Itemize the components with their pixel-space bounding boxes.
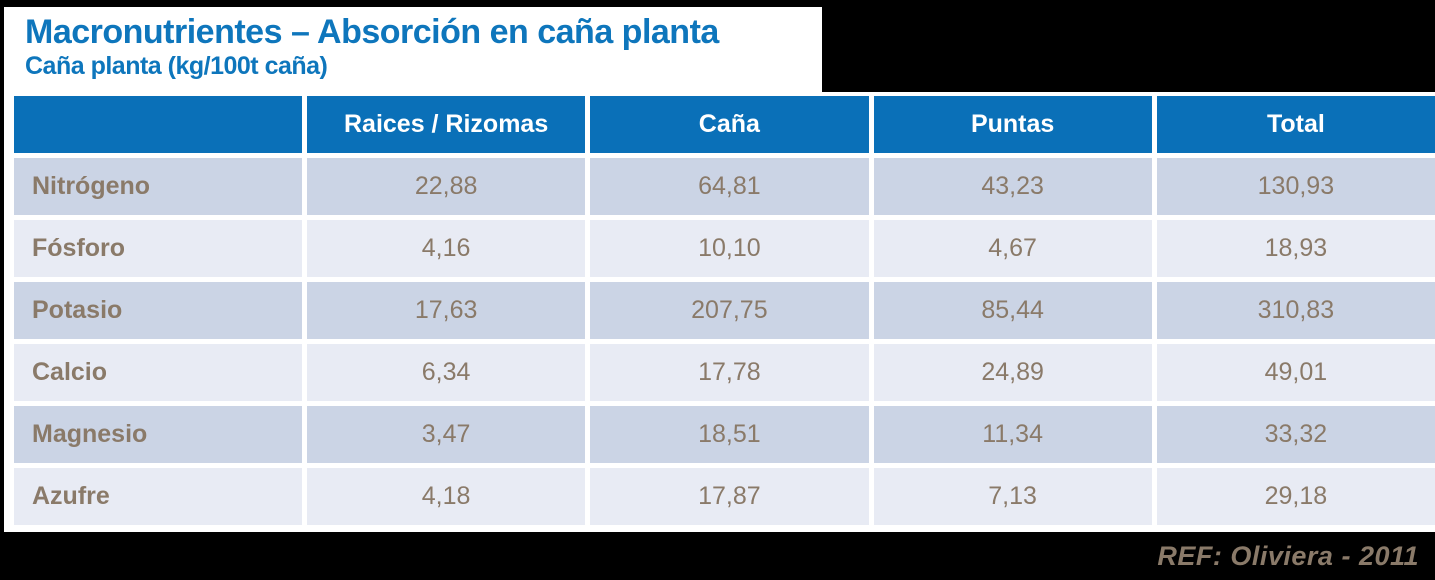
cell-value: 17,63 — [307, 282, 586, 339]
cell-value: 7,13 — [873, 468, 1152, 525]
cell-value: 33,32 — [1156, 406, 1435, 463]
cell-value: 310,83 — [1156, 282, 1435, 339]
cell-value: 24,89 — [873, 344, 1152, 401]
cell-value: 11,34 — [873, 406, 1152, 463]
cell-value: 4,18 — [307, 468, 586, 525]
nutrient-table: Raices / Rizomas Caña Puntas Total Nitró… — [14, 96, 1435, 525]
cell-value: 4,67 — [873, 220, 1152, 277]
cell-value: 17,78 — [590, 344, 869, 401]
column-header-cana: Caña — [590, 96, 869, 153]
cell-value: 29,18 — [1156, 468, 1435, 525]
row-label-calcio: Calcio — [14, 344, 302, 401]
cell-value: 207,75 — [590, 282, 869, 339]
footer-bar: REF: Oliviera - 2011 — [0, 532, 1435, 580]
column-header-blank — [14, 96, 302, 153]
cell-value: 43,23 — [873, 158, 1152, 215]
page-title: Macronutrientes – Absorción en caña plan… — [25, 13, 719, 51]
cell-value: 18,51 — [590, 406, 869, 463]
row-label-magnesio: Magnesio — [14, 406, 302, 463]
row-label-fosforo: Fósforo — [14, 220, 302, 277]
page-subtitle: Caña planta (kg/100t caña) — [25, 52, 328, 80]
row-label-potasio: Potasio — [14, 282, 302, 339]
title-panel: Macronutrientes – Absorción en caña plan… — [4, 7, 822, 92]
cell-value: 3,47 — [307, 406, 586, 463]
column-header-puntas: Puntas — [873, 96, 1152, 153]
cell-value: 18,93 — [1156, 220, 1435, 277]
row-label-nitrogeno: Nitrógeno — [14, 158, 302, 215]
cell-value: 64,81 — [590, 158, 869, 215]
cell-value: 10,10 — [590, 220, 869, 277]
row-label-azufre: Azufre — [14, 468, 302, 525]
footer-reference: REF: Oliviera - 2011 — [1157, 540, 1419, 571]
cell-value: 85,44 — [873, 282, 1152, 339]
cell-value: 22,88 — [307, 158, 586, 215]
column-header-raices-rizomas: Raices / Rizomas — [307, 96, 586, 153]
cell-value: 6,34 — [307, 344, 586, 401]
cell-value: 49,01 — [1156, 344, 1435, 401]
cell-value: 130,93 — [1156, 158, 1435, 215]
column-header-total: Total — [1156, 96, 1435, 153]
cell-value: 17,87 — [590, 468, 869, 525]
cell-value: 4,16 — [307, 220, 586, 277]
